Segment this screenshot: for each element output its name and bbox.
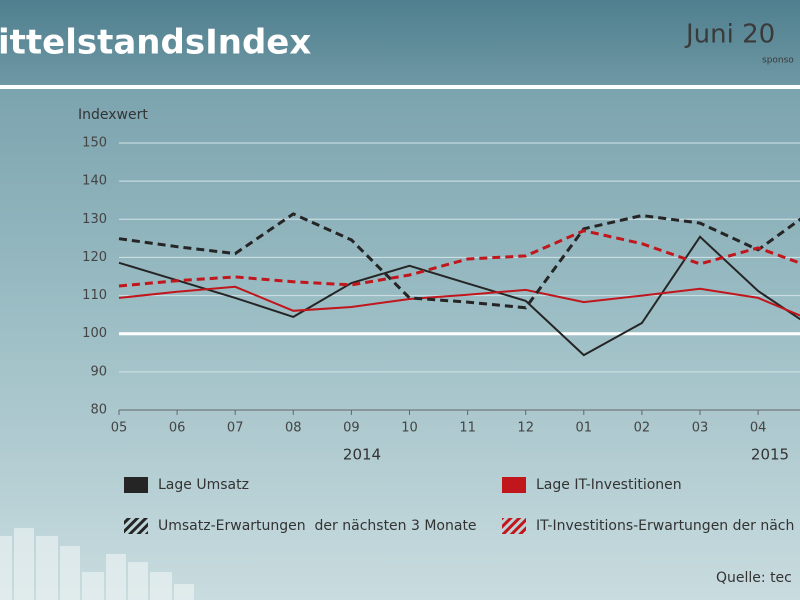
legend-label: Umsatz-Erwartungen der nächsten 3 Monate [158,518,477,534]
decor-bars [0,528,194,600]
legend-label: Lage IT-Investitionen [536,477,682,493]
x-tick-label: 10 [401,421,418,436]
x-tick-label: 03 [692,421,709,436]
title: ittelstandsIndex [0,23,311,63]
x-tick-label: 07 [227,421,244,436]
legend-swatch [124,518,148,534]
series-line [118,212,800,310]
header-band [0,0,800,86]
y-tick-label: 140 [82,174,107,189]
y-axis-label: Indexwert [78,107,148,123]
year-label: 2015 [751,446,789,464]
x-tick-label: 11 [459,421,476,436]
y-tick-label: 130 [82,212,107,227]
x-tick-label: 09 [343,421,360,436]
x-tick-label: 08 [285,421,302,436]
badge: Juni 20 [684,20,775,50]
series-line [118,235,800,357]
x-tick-label: 02 [634,421,651,436]
source: Quelle: tec [716,570,792,586]
x-tick-label: 05 [111,421,128,436]
legend-label: Lage Umsatz [158,477,249,493]
year-label: 2014 [343,446,381,464]
series-line [118,229,800,288]
legend-swatch [124,477,148,493]
y-tick-label: 150 [82,136,107,151]
legend-swatch [502,477,526,493]
y-tick-label: 110 [82,288,107,303]
header-rule [0,85,800,89]
x-tick-label: 06 [169,421,186,436]
sponsor: sponso [762,56,794,66]
y-tick-label: 100 [82,326,107,341]
x-tick-label: 01 [576,421,593,436]
y-tick-label: 90 [90,364,107,379]
legend-swatch [502,518,526,534]
y-tick-label: 120 [82,250,107,265]
legend-label: IT-Investitions-Erwartungen der näch [536,518,794,534]
series-line [118,285,800,317]
x-tick-label: 04 [750,421,767,436]
x-tick-label: 12 [517,421,534,436]
y-tick-label: 80 [90,403,107,418]
